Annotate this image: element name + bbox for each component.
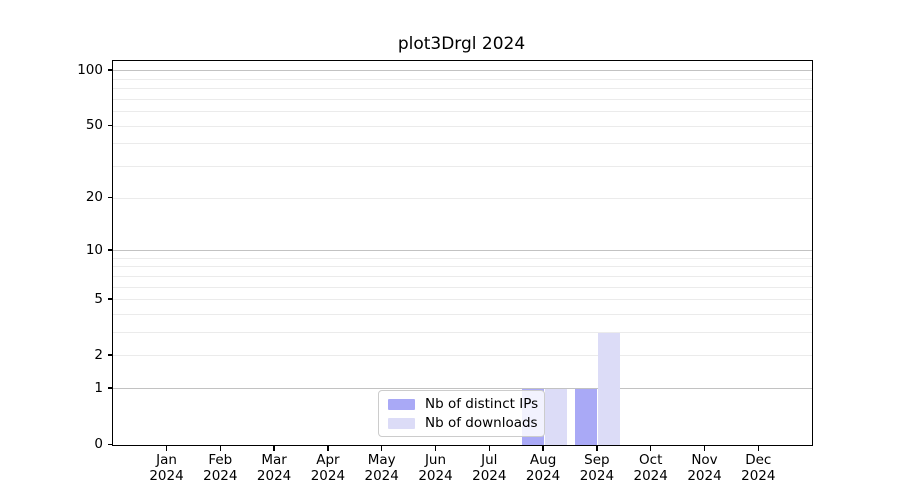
y-tick xyxy=(108,196,113,199)
x-tick-label: Feb 2024 xyxy=(203,452,238,484)
y-tick xyxy=(108,69,113,71)
bar-distinct-ips xyxy=(575,388,598,445)
x-tick-label: Jun 2024 xyxy=(418,452,453,484)
chart-title: plot3Drgl 2024 xyxy=(397,34,526,54)
y-tick-label: 2 xyxy=(94,346,103,363)
y-tick-label: 20 xyxy=(85,189,103,206)
x-tick-label: Oct 2024 xyxy=(633,452,668,484)
grid-line-minor xyxy=(113,286,812,288)
grid-line-minor xyxy=(113,125,812,127)
grid-line-major xyxy=(113,388,812,390)
grid-line-minor xyxy=(113,257,812,259)
y-tick xyxy=(108,354,113,356)
x-tick-label: Aug 2024 xyxy=(525,452,561,484)
x-tick-label: Sep 2024 xyxy=(579,452,615,484)
grid-line-minor xyxy=(113,314,812,315)
x-tick-label: Dec 2024 xyxy=(741,452,776,484)
x-tick xyxy=(703,446,706,451)
plot-area xyxy=(112,60,813,446)
grid-line-minor xyxy=(113,98,812,100)
y-tick-label: 5 xyxy=(94,290,103,307)
y-tick-label: 0 xyxy=(94,436,103,452)
legend-swatch-downloads xyxy=(388,417,415,429)
grid-line-minor xyxy=(113,355,812,357)
x-tick xyxy=(273,446,275,451)
y-tick xyxy=(108,387,113,389)
grid-line-minor xyxy=(113,266,812,268)
x-tick xyxy=(757,446,760,451)
grid-line-minor xyxy=(113,166,812,168)
x-tick xyxy=(165,446,168,451)
legend-swatch-distinct-ips xyxy=(388,398,415,410)
y-tick xyxy=(108,443,113,445)
x-tick-label: Mar 2024 xyxy=(256,452,292,484)
grid-line-major xyxy=(113,70,812,72)
y-tick xyxy=(108,249,113,251)
legend-entry-downloads: Nb of downloads xyxy=(388,414,538,431)
x-tick xyxy=(219,446,222,451)
grid-line-minor xyxy=(113,332,812,334)
y-tick-label: 100 xyxy=(77,61,103,78)
x-tick-label: Apr 2024 xyxy=(310,452,346,484)
x-tick xyxy=(542,446,544,451)
bar-downloads xyxy=(544,388,567,445)
x-tick-label: May 2024 xyxy=(364,452,399,484)
grid-line-minor xyxy=(113,299,812,301)
y-tick-label: 1 xyxy=(94,379,103,396)
legend-label-downloads: Nb of downloads xyxy=(425,414,538,431)
x-tick xyxy=(327,446,329,451)
legend-entry-distinct-ips: Nb of distinct IPs xyxy=(388,395,539,412)
x-tick xyxy=(380,446,383,451)
y-tick-label: 10 xyxy=(85,241,103,258)
grid-line-minor xyxy=(113,88,812,90)
bar-downloads xyxy=(598,332,621,445)
grid-line-minor xyxy=(113,143,812,145)
y-tick-label: 50 xyxy=(85,117,103,134)
legend: Nb of distinct IPs Nb of downloads xyxy=(378,390,545,437)
grid-line-minor xyxy=(113,111,812,113)
grid-line-minor xyxy=(113,197,812,199)
y-tick xyxy=(108,124,113,127)
grid-line-minor xyxy=(113,78,812,80)
grid-line-major xyxy=(113,250,812,252)
legend-label-distinct-ips: Nb of distinct IPs xyxy=(425,395,539,412)
x-tick xyxy=(488,446,491,451)
x-tick xyxy=(649,446,652,451)
grid-line-minor xyxy=(113,275,812,277)
x-tick-label: Jan 2024 xyxy=(149,452,184,484)
x-tick xyxy=(596,446,598,451)
x-tick xyxy=(434,446,437,451)
x-tick-label: Nov 2024 xyxy=(687,452,722,484)
y-tick xyxy=(108,298,113,300)
x-tick-label: Jul 2024 xyxy=(472,452,507,484)
